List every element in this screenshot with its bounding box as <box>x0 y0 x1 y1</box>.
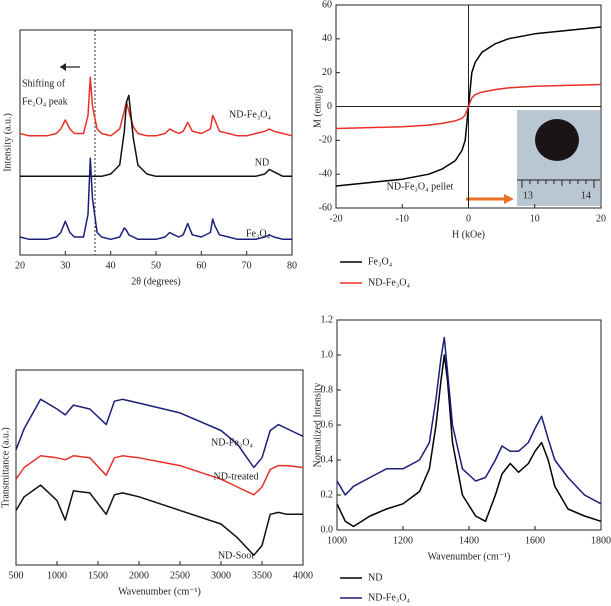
series-label: Fe₃O₄ <box>246 228 271 239</box>
series-line <box>335 83 602 130</box>
annotation: Fe₃O₄ peak <box>22 96 68 107</box>
x-tick-label: 1600 <box>525 535 545 546</box>
series-label: ND-treated <box>214 471 259 482</box>
x-tick-label: 3000 <box>211 570 231 581</box>
y-tick-label: 60 <box>322 0 332 10</box>
x-tick-label: 20 <box>15 260 25 271</box>
y-tick-label: 40 <box>322 33 332 44</box>
y-axis-label: Transmittance (a.u.) <box>0 427 11 507</box>
x-tick-label: 50 <box>151 260 161 271</box>
y-tick-label: -60 <box>319 202 332 213</box>
y-tick-label: -20 <box>319 135 332 146</box>
ruler-ticks <box>521 180 595 188</box>
x-tick-label: 70 <box>242 260 252 271</box>
series-label: ND-Fe₃O₄ <box>211 437 253 448</box>
series-line <box>15 455 304 496</box>
series-line <box>15 398 304 469</box>
y-tick-label: 1.0 <box>321 349 334 360</box>
series-line <box>336 354 602 528</box>
y-tick-label: -40 <box>319 168 332 179</box>
pellet <box>535 119 579 161</box>
x-tick-label: 20 <box>596 213 606 224</box>
x-axis-label: 2θ (degrees) <box>131 276 181 287</box>
x-tick-label: 2000 <box>129 570 149 581</box>
y-tick-label: 20 <box>322 67 332 78</box>
x-tick-label: 1200 <box>393 535 413 546</box>
plot-frame <box>19 29 293 256</box>
annotation: 14 <box>581 190 591 201</box>
y-tick-label: 1.2 <box>321 314 334 325</box>
series-line <box>19 76 293 137</box>
x-tick-label: 1000 <box>327 535 347 546</box>
series-label: ND-Soot <box>218 550 254 561</box>
x-tick-label: 4000 <box>293 570 313 581</box>
x-tick-label: 0 <box>466 213 471 224</box>
x-tick-label: -10 <box>396 213 409 224</box>
annotation: Shifting of <box>22 78 66 89</box>
series-line <box>20 94 292 178</box>
legend-label: ND-Fe₃O₄ <box>368 277 410 288</box>
y-tick-label: 0.2 <box>321 489 334 500</box>
x-tick-label: 30 <box>60 260 70 271</box>
x-axis-label: Wavenumber (cm⁻¹) <box>428 551 511 562</box>
x-tick-label: 1000 <box>47 570 67 581</box>
y-tick-label: 0.6 <box>321 419 334 430</box>
x-tick-label: 80 <box>287 260 297 271</box>
legend-label: ND <box>368 572 382 583</box>
annotation: 13 <box>523 190 533 201</box>
x-tick-label: -20 <box>329 213 342 224</box>
plot-frame <box>15 369 304 566</box>
x-tick-label: 500 <box>9 570 24 581</box>
legend-label: Fe₃O₄ <box>368 256 393 267</box>
pellet-inset <box>517 110 600 206</box>
y-axis-label: Normalized Intensity <box>312 383 323 468</box>
x-tick-label: 1400 <box>459 535 479 546</box>
y-axis-label: Intensity (a.u.) <box>2 113 13 172</box>
y-tick-label: 0.8 <box>321 384 334 395</box>
shift-arrow-head <box>60 63 66 71</box>
y-tick-label: 0 <box>327 101 332 112</box>
x-tick-label: 1800 <box>591 535 611 546</box>
x-tick-label: 10 <box>530 213 540 224</box>
y-tick-label: 0.4 <box>321 454 334 465</box>
x-tick-label: 40 <box>106 260 116 271</box>
x-tick-label: 1500 <box>88 570 108 581</box>
pellet-arrow-head <box>504 194 514 204</box>
legend-label: ND-Fe₃O₄ <box>368 592 410 603</box>
annotation: ND-Fe₃O₄ pellet <box>387 181 454 192</box>
x-axis-label: Wavenumber (cm⁻¹) <box>118 586 201 597</box>
x-tick-label: 2500 <box>170 570 190 581</box>
series-label: ND-Fe₃O₄ <box>229 109 271 120</box>
series-line <box>336 336 602 505</box>
series-label: ND <box>255 157 269 168</box>
series-line <box>15 484 303 557</box>
y-axis-label: M (emu/g) <box>312 85 323 128</box>
x-tick-label: 60 <box>196 260 206 271</box>
x-axis-label: H (kOe) <box>452 229 485 240</box>
x-tick-label: 3500 <box>252 570 272 581</box>
series-line <box>19 157 292 241</box>
y-tick-label: 0.0 <box>321 524 334 535</box>
